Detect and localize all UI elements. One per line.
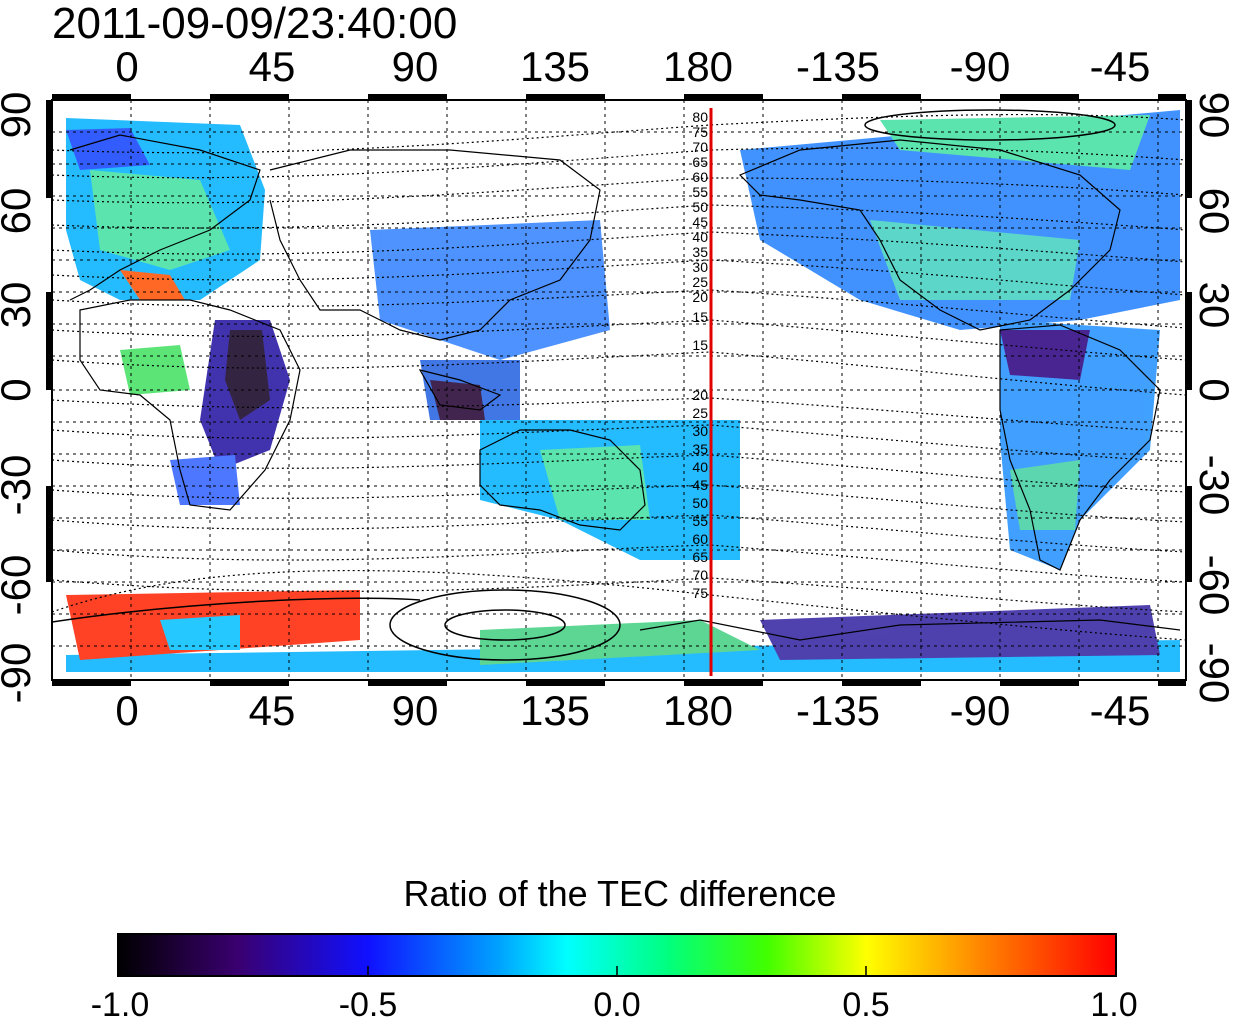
top-lon-tick: 180 bbox=[662, 43, 734, 90]
contour-label: 50 bbox=[692, 495, 708, 511]
contour-label: 30 bbox=[692, 423, 708, 439]
contour-label: 35 bbox=[692, 244, 708, 260]
bottom-lon-tick: 135 bbox=[519, 687, 591, 734]
map-timestamp-title: 2011-09-09/23:40:00 bbox=[52, 0, 458, 48]
right-lat-tick: -60 bbox=[1191, 554, 1238, 616]
contour-label: 60 bbox=[692, 531, 708, 547]
bottom-lon-tick: 180 bbox=[662, 687, 734, 734]
top-lon-tick: -135 bbox=[795, 43, 881, 90]
contour-label: 15 bbox=[692, 337, 708, 353]
coastlines bbox=[69, 134, 1181, 641]
right-lat-tick: 90 bbox=[1191, 91, 1238, 139]
contour-label: 45 bbox=[692, 477, 708, 493]
contour-label: 60 bbox=[692, 169, 708, 185]
left-lat-tick: -60 bbox=[0, 554, 39, 616]
right-lat-tick: 30 bbox=[1191, 281, 1238, 329]
contour-label: 70 bbox=[692, 567, 708, 583]
left-lat-tick: 90 bbox=[0, 91, 39, 139]
left-lat-tick: -90 bbox=[0, 642, 39, 704]
top-lon-tick: 0 bbox=[115, 43, 139, 90]
contour-label: 55 bbox=[692, 184, 708, 200]
contour-label: 55 bbox=[692, 513, 708, 529]
bottom-lon-tick: 90 bbox=[391, 687, 439, 734]
right-lat-tick: 0 bbox=[1191, 378, 1238, 402]
top-lon-tick: 90 bbox=[391, 43, 439, 90]
contour-label: 75 bbox=[692, 124, 708, 140]
contour-label: 25 bbox=[692, 405, 708, 421]
right-lat-tick: -90 bbox=[1191, 642, 1238, 704]
right-lat-tick: -30 bbox=[1191, 454, 1238, 516]
bottom-lon-tick: -135 bbox=[795, 687, 881, 734]
magnetic-latitude-contours bbox=[52, 113, 1186, 641]
contour-label: 70 bbox=[692, 139, 708, 155]
left-lat-tick: 60 bbox=[0, 187, 39, 235]
bottom-lon-tick: -45 bbox=[1089, 687, 1151, 734]
bottom-lon-tick: 45 bbox=[248, 687, 296, 734]
colorbar-tick-label: 0.5 bbox=[842, 986, 890, 1024]
contour-labels: 8075706560555045403530252015152025303540… bbox=[692, 109, 708, 601]
bottom-lon-tick: -90 bbox=[949, 687, 1011, 734]
colorbar-tick-label: 0.0 bbox=[593, 986, 641, 1024]
contour-label: 65 bbox=[692, 549, 708, 565]
contour-label: 65 bbox=[692, 154, 708, 170]
colorbar-tick-label: -0.5 bbox=[338, 986, 398, 1024]
contour-label: 15 bbox=[692, 309, 708, 325]
axis-frame-bars bbox=[46, 94, 1192, 686]
contour-label: 45 bbox=[692, 214, 708, 230]
pole-contours bbox=[52, 109, 1116, 661]
top-lon-tick: -45 bbox=[1089, 43, 1151, 90]
contour-label: 50 bbox=[692, 199, 708, 215]
contour-label: 75 bbox=[692, 585, 708, 601]
colorbar-tick-label: 1.0 bbox=[1090, 986, 1138, 1024]
contour-label: 40 bbox=[692, 229, 708, 245]
contour-label: 20 bbox=[692, 387, 708, 403]
colorbar-ticks bbox=[367, 966, 867, 976]
contour-label: 35 bbox=[692, 441, 708, 457]
left-lat-tick: 30 bbox=[0, 281, 39, 329]
top-lon-tick: 45 bbox=[248, 43, 296, 90]
bottom-lon-tick: 0 bbox=[115, 687, 139, 734]
contour-label: 40 bbox=[692, 459, 708, 475]
contour-label: 25 bbox=[692, 274, 708, 290]
colorbar-title: Ratio of the TEC difference bbox=[403, 873, 837, 914]
top-lon-tick: 135 bbox=[519, 43, 591, 90]
contour-label: 20 bbox=[692, 289, 708, 305]
top-lon-tick: -90 bbox=[949, 43, 1011, 90]
contour-label: 30 bbox=[692, 259, 708, 275]
colorbar-tick-label: -1.0 bbox=[90, 986, 150, 1024]
left-lat-tick: 0 bbox=[0, 360, 39, 420]
left-lat-tick: -30 bbox=[0, 454, 39, 516]
contour-label: 80 bbox=[692, 109, 708, 125]
right-lat-tick: 60 bbox=[1191, 187, 1238, 235]
